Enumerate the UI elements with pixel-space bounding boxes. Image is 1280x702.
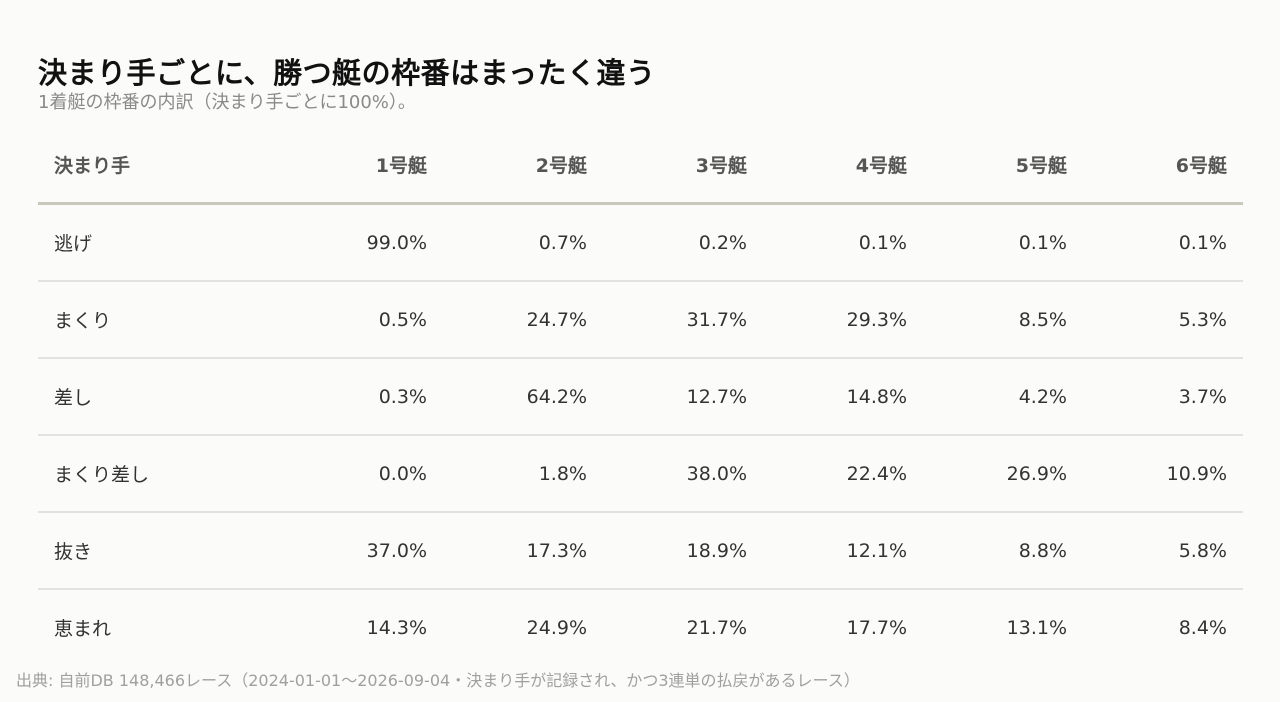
table-cell: 1.8%: [443, 435, 603, 513]
table-cell: 0.3%: [283, 358, 443, 436]
table-cell: 0.0%: [283, 435, 443, 513]
column-header-boat-6: 6号艇: [1083, 127, 1243, 205]
table-cell: 0.1%: [1083, 203, 1243, 282]
table-cell: 3.7%: [1083, 358, 1243, 436]
table-cell: 18.9%: [603, 512, 763, 590]
table-cell: 17.3%: [443, 512, 603, 590]
table-row: 逃げ 99.0% 0.7% 0.2% 0.1% 0.1% 0.1%: [38, 203, 1243, 282]
table-cell: 0.2%: [603, 203, 763, 282]
table-cell: 26.9%: [923, 435, 1083, 513]
source-note: 出典: 自前DB 148,466レース（2024-01-01〜2026-09-0…: [16, 671, 860, 690]
table-cell: 24.9%: [526, 616, 587, 639]
row-label: 抜き: [38, 512, 283, 590]
table-cell: 0.1%: [763, 203, 923, 282]
table-cell: 12.7%: [603, 358, 763, 436]
column-header-boat-4: 4号艇: [763, 127, 923, 205]
column-header-boat-3: 3号艇: [603, 127, 763, 205]
table-row: 恵まれ 14.3% 24.9% 21.7% 17.7% 13.1% 8.4%: [38, 589, 1243, 665]
chart-subtitle: 1着艇の枠番の内訳（決まり手ごとに100%）。: [38, 92, 416, 113]
data-table: 決まり手 1号艇 2号艇 3号艇 4号艇 5号艇 6号艇 逃げ 99.0% 0.…: [38, 127, 1243, 665]
row-label: 逃げ: [38, 203, 283, 282]
table-row: 抜き 37.0% 17.3% 18.9% 12.1% 8.8% 5.8%: [38, 512, 1243, 590]
row-label: 恵まれ: [54, 618, 112, 640]
column-header-kimarite: 決まり手: [38, 127, 283, 205]
table-cell: 4.2%: [923, 358, 1083, 436]
table-cell: 31.7%: [603, 281, 763, 359]
column-header-boat-2: 2号艇: [443, 127, 603, 205]
chart-title: 決まり手ごとに、勝つ艇の枠番はまったく違う: [38, 56, 656, 90]
table-row: 差し 0.3% 64.2% 12.7% 14.8% 4.2% 3.7%: [38, 358, 1243, 436]
row-label: まくり: [38, 281, 283, 359]
table-cell: 0.5%: [283, 281, 443, 359]
row-label: 差し: [38, 358, 283, 436]
table-cell: 8.8%: [923, 512, 1083, 590]
table-cell: 5.8%: [1083, 512, 1243, 590]
table-cell: 0.1%: [923, 203, 1083, 282]
table-cell: 5.3%: [1083, 281, 1243, 359]
table-cell: 0.7%: [443, 203, 603, 282]
row-label: まくり差し: [38, 435, 283, 513]
table-cell: 12.1%: [763, 512, 923, 590]
column-header-boat-5: 5号艇: [923, 127, 1083, 205]
table-cell: 99.0%: [283, 203, 443, 282]
table-cell: 8.5%: [923, 281, 1083, 359]
table-cell: 8.4%: [1178, 616, 1227, 639]
table-cell: 37.0%: [283, 512, 443, 590]
table-cell: 17.7%: [846, 616, 907, 639]
table-row: まくり 0.5% 24.7% 31.7% 29.3% 8.5% 5.3%: [38, 281, 1243, 359]
table-cell: 29.3%: [763, 281, 923, 359]
table-cell: 38.0%: [603, 435, 763, 513]
table-cell: 13.1%: [1006, 616, 1067, 639]
table-cell: 21.7%: [686, 616, 747, 639]
table-cell: 64.2%: [443, 358, 603, 436]
table-row: まくり差し 0.0% 1.8% 38.0% 22.4% 26.9% 10.9%: [38, 435, 1243, 513]
table-cell: 22.4%: [763, 435, 923, 513]
table-cell: 24.7%: [443, 281, 603, 359]
table-cell: 14.8%: [763, 358, 923, 436]
column-header-boat-1: 1号艇: [283, 127, 443, 205]
table-cell: 10.9%: [1083, 435, 1243, 513]
table-cell: 14.3%: [366, 616, 427, 639]
header-row: 決まり手 1号艇 2号艇 3号艇 4号艇 5号艇 6号艇: [38, 127, 1243, 205]
